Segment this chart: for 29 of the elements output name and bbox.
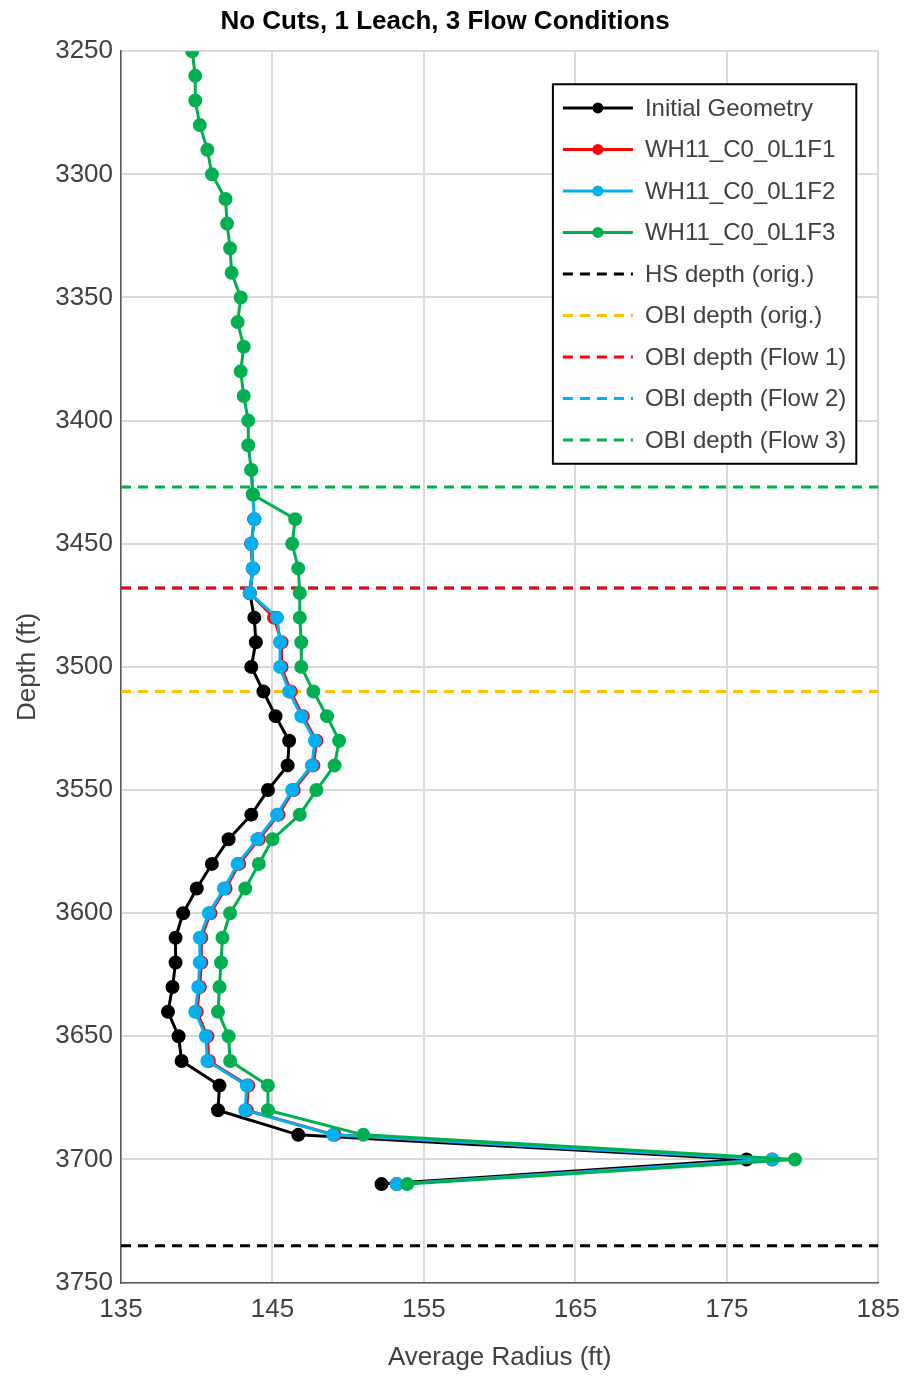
y-tick-label: 3750 [55, 1265, 114, 1296]
y-tick-label: 3300 [55, 157, 114, 188]
x-axis-title: Average Radius (ft) [387, 1340, 612, 1371]
legend-label: HS depth (orig.) [644, 259, 815, 287]
legend-label: WH11_C0_0L1F3 [644, 218, 836, 246]
y-tick-label: 3700 [55, 1142, 114, 1173]
x-tick-label: 145 [250, 1293, 295, 1324]
y-tick-label: 3350 [55, 280, 114, 311]
y-tick-label: 3450 [55, 526, 114, 557]
x-tick-label: 185 [856, 1293, 901, 1324]
legend-label: WH11_C0_0L1F1 [644, 135, 836, 163]
y-axis-title: Depth (ft) [10, 612, 41, 722]
chart-title: No Cuts, 1 Leach, 3 Flow Conditions [220, 4, 670, 35]
y-tick-label: 3400 [55, 403, 114, 434]
legend-label: WH11_C0_0L1F2 [644, 176, 836, 204]
x-tick-label: 155 [402, 1293, 446, 1324]
x-tick-label: 175 [705, 1293, 749, 1324]
y-tick-label: 3500 [55, 650, 114, 681]
y-tick-label: 3550 [55, 773, 114, 804]
legend-label: OBI depth (Flow 3) [644, 425, 847, 453]
legend-label: OBI depth (Flow 1) [644, 342, 847, 370]
legend-label: OBI depth (Flow 2) [644, 384, 847, 412]
y-tick-label: 3650 [55, 1019, 114, 1050]
x-tick-label: 135 [99, 1293, 143, 1324]
x-tick-label: 165 [553, 1293, 598, 1324]
y-tick-label: 3600 [55, 896, 114, 927]
legend-label: OBI depth (orig.) [644, 301, 823, 329]
y-tick-label: 3250 [55, 34, 114, 65]
legend-label: Initial Geometry [644, 93, 813, 121]
